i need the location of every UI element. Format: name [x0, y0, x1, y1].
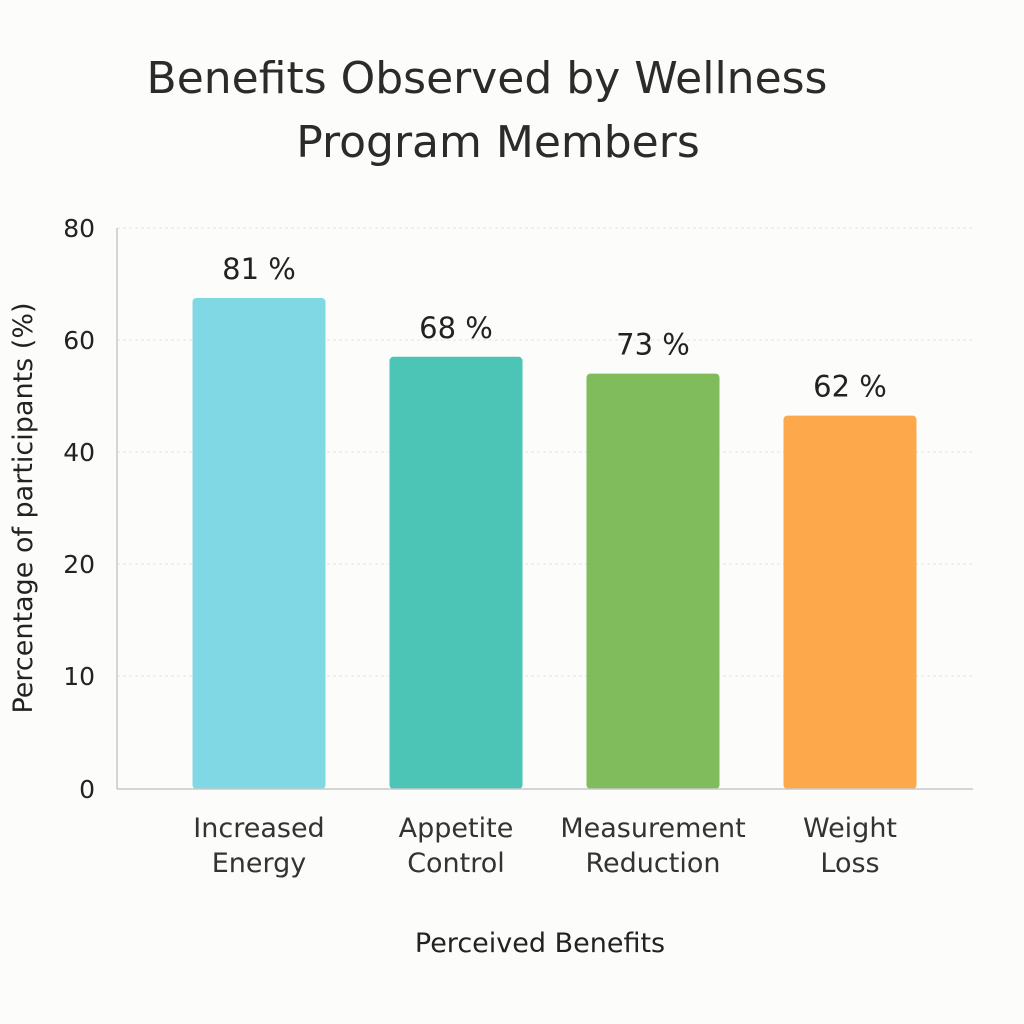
bar: [389, 356, 523, 789]
y-tick-label: 80: [63, 214, 95, 243]
data-label: 73 %: [616, 328, 690, 362]
x-axis-label: Perceived Benefits: [415, 928, 665, 959]
data-labels: 81 % 68 % 73 % 62 %: [222, 252, 887, 404]
x-tick-label: Increased Energy: [193, 813, 324, 879]
y-tick-label: 60: [63, 326, 95, 355]
x-tick-label: Appetite Control: [399, 813, 514, 879]
chart-title-line-1: Benefits Observed by Wellness: [147, 53, 828, 104]
data-label: 81 %: [222, 252, 296, 286]
bars: [192, 298, 917, 789]
bar: [192, 298, 326, 789]
y-axis-label: Percentage of participants (%): [8, 302, 39, 713]
x-tick-label: Weight Loss: [803, 813, 897, 879]
y-tick-labels: 0 10 20 40 60 80: [63, 214, 95, 804]
chart-title-line-2: Program Members: [296, 117, 700, 168]
data-label: 68 %: [419, 311, 493, 345]
chart-title: Benefits Observed by Wellness Program Me…: [147, 53, 828, 168]
y-tick-label: 40: [63, 438, 95, 467]
y-tick-label: 10: [63, 662, 95, 691]
y-tick-label: 20: [63, 550, 95, 579]
gridlines: [117, 227, 973, 677]
y-tick-label: 0: [79, 775, 95, 804]
x-tick-labels: Increased Energy Appetite Control Measuremen…: [193, 813, 897, 879]
bar: [586, 373, 720, 789]
bar: [783, 415, 917, 789]
x-tick-label: Measurement Reduction: [560, 813, 745, 879]
data-label: 62 %: [813, 370, 887, 404]
